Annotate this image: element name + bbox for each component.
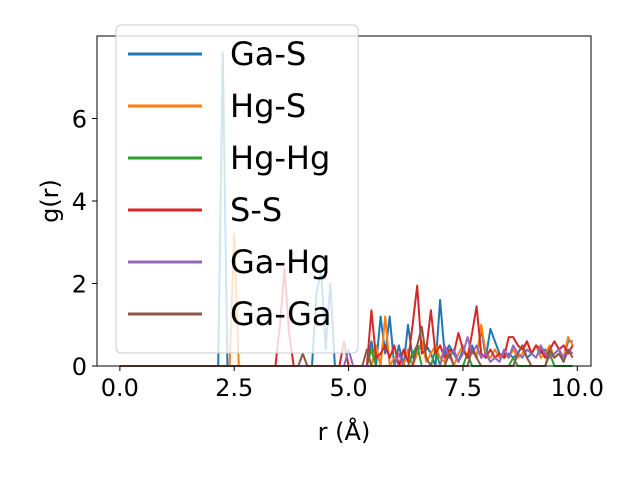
legend-label: S-S — [230, 191, 282, 229]
y-tick-label: 6 — [72, 106, 87, 134]
y-axis-label: g(r) — [36, 179, 64, 223]
axis-ticks: 0.0 2.5 5.0 7.5 10.0 0 2 4 6 — [72, 106, 604, 403]
legend: Ga-S Hg-S Hg-Hg S-S Ga-Hg Ga-Ga — [115, 24, 359, 354]
x-axis-label: r (Å) — [318, 417, 371, 446]
x-tick-label: 7.5 — [444, 374, 482, 402]
legend-label: Hg-Hg — [230, 139, 330, 177]
x-tick-label: 10.0 — [551, 374, 604, 402]
legend-label: Ga-S — [230, 35, 306, 73]
x-tick-label: 2.5 — [215, 374, 253, 402]
y-tick-label: 2 — [72, 271, 87, 299]
x-tick-label: 5.0 — [329, 374, 367, 402]
legend-label: Ga-Hg — [230, 243, 330, 281]
y-tick-label: 4 — [72, 188, 87, 216]
y-tick-label: 0 — [72, 353, 87, 381]
x-tick-label: 0.0 — [101, 374, 139, 402]
legend-label: Hg-S — [230, 87, 306, 125]
legend-label: Ga-Ga — [230, 295, 332, 333]
